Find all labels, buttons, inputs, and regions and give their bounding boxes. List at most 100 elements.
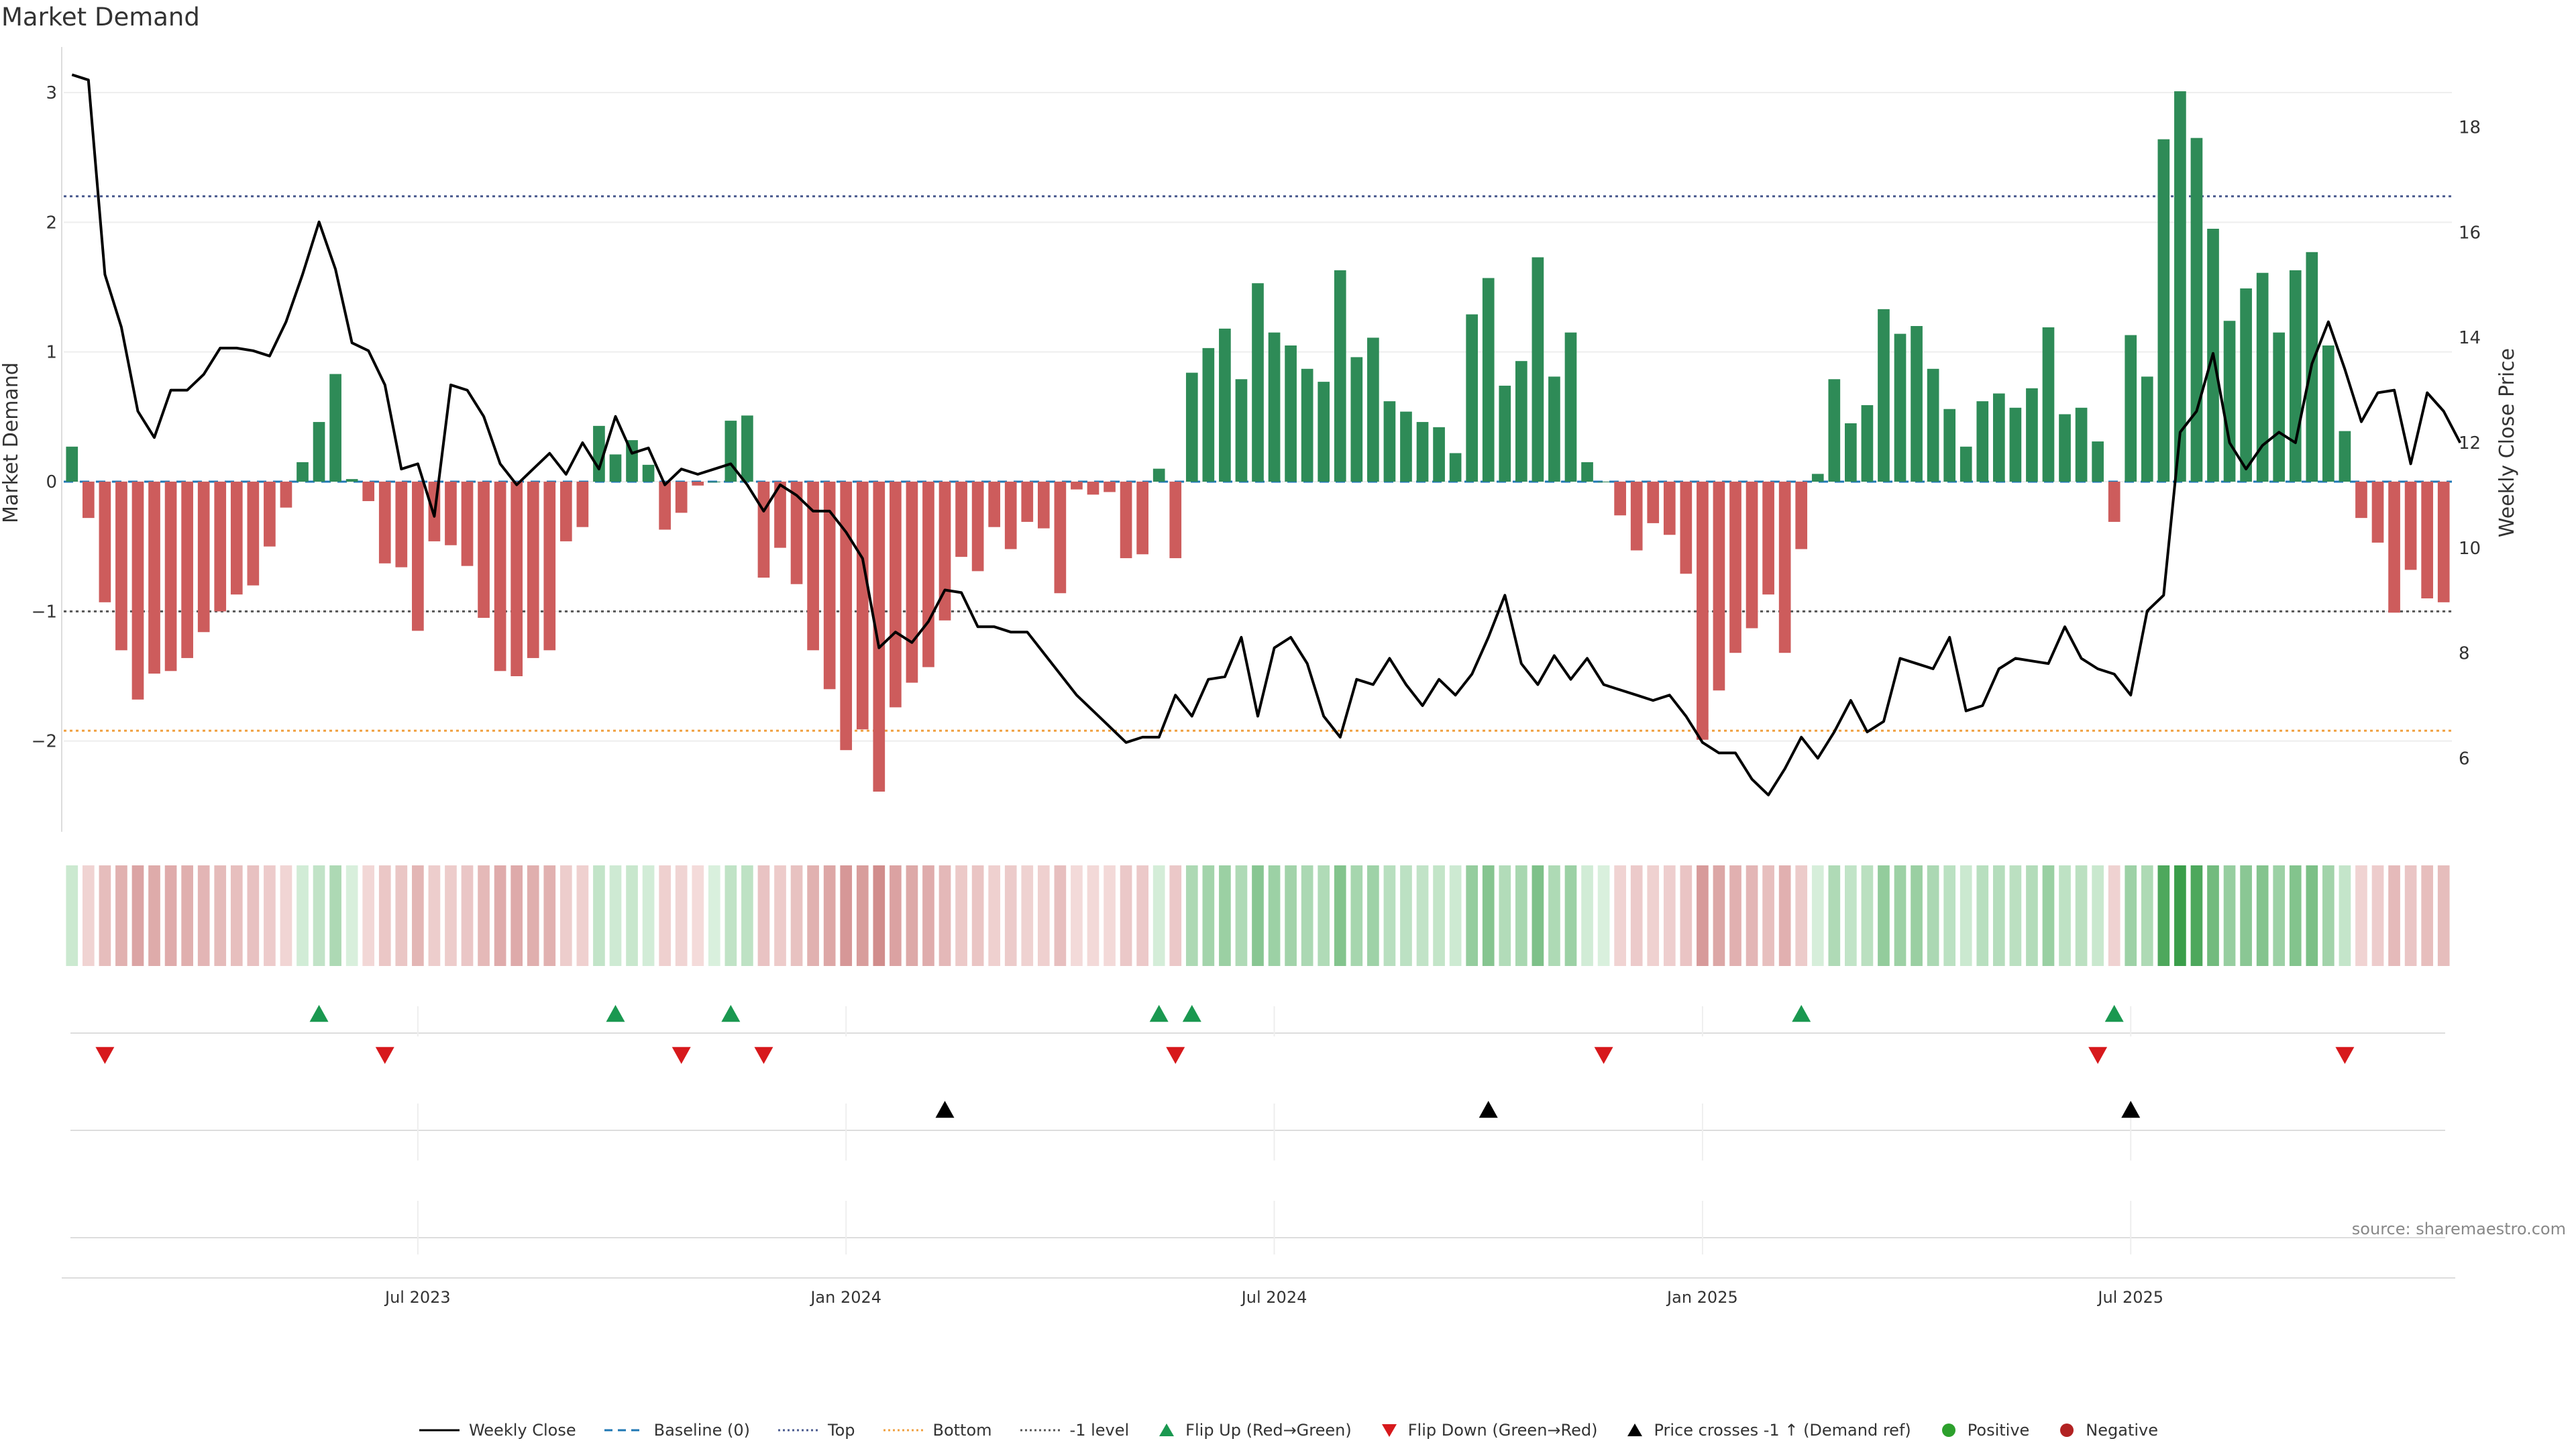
heat-strip-cell xyxy=(445,865,457,966)
heat-strip-cell xyxy=(264,865,276,966)
heat-strip-cell xyxy=(1185,865,1198,966)
demand-bar xyxy=(1185,372,1198,482)
price-cross-marker xyxy=(1479,1101,1498,1118)
demand-bar xyxy=(1301,368,1313,482)
y2-tick-label: 16 xyxy=(2459,223,2481,243)
heat-strip-cell xyxy=(2289,865,2302,966)
heat-strip-cell xyxy=(181,865,193,966)
demand-bar xyxy=(1285,345,1297,482)
demand-bar xyxy=(1235,379,1248,482)
heat-strip-cell xyxy=(2190,865,2203,966)
demand-bar xyxy=(1416,422,1429,482)
heat-strip-cell xyxy=(1564,865,1577,966)
demand-bar xyxy=(890,482,902,708)
legend-item: Bottom xyxy=(882,1421,992,1440)
heat-strip-cell xyxy=(1219,865,1231,966)
heat-strip-cell xyxy=(214,865,227,966)
heat-strip-cell xyxy=(1301,865,1313,966)
heat-strip-cell xyxy=(1136,865,1148,966)
demand-bar xyxy=(724,421,737,482)
heat-strip-cell xyxy=(873,865,885,966)
heat-strip-cell xyxy=(1532,865,1544,966)
heat-strip-cell xyxy=(724,865,737,966)
demand-bar xyxy=(445,482,457,545)
legend-swatch-icon xyxy=(2060,1424,2074,1437)
heat-strip-cell xyxy=(412,865,424,966)
heat-strip-cell xyxy=(1449,865,1462,966)
heat-strip-cell xyxy=(99,865,111,966)
legend-label: Negative xyxy=(2086,1421,2159,1440)
heat-strip-cell xyxy=(938,865,951,966)
demand-bar xyxy=(181,482,193,658)
demand-bar xyxy=(2388,482,2400,613)
demand-bar xyxy=(971,482,984,572)
heat-strip-cell xyxy=(1104,865,1116,966)
heat-strip-cell xyxy=(922,865,934,966)
heat-strip-cell xyxy=(1235,865,1248,966)
demand-bar xyxy=(955,482,967,557)
demand-bar xyxy=(1729,482,1741,653)
demand-bar xyxy=(1762,482,1774,595)
y-tick-label: 0 xyxy=(46,472,57,492)
demand-bar xyxy=(1647,482,1660,523)
demand-bar xyxy=(1367,337,1379,482)
heat-strip-cell xyxy=(1054,865,1067,966)
demand-bar xyxy=(1680,482,1693,574)
y-tick-label: 1 xyxy=(46,343,57,363)
legend-item: Weekly Close xyxy=(418,1421,576,1440)
legend-swatch-icon xyxy=(1381,1424,1397,1437)
demand-bar xyxy=(131,482,144,700)
heat-strip-cell xyxy=(2273,865,2286,966)
demand-bar xyxy=(99,482,111,602)
demand-bar xyxy=(297,462,309,482)
flip-up-marker xyxy=(1792,1005,1811,1022)
heat-strip-cell xyxy=(1927,865,1939,966)
y-tick-label: −1 xyxy=(32,602,57,622)
y2-tick-label: 6 xyxy=(2459,749,2470,769)
heat-strip-cell xyxy=(2075,865,2088,966)
demand-bar xyxy=(1828,379,1841,482)
flip-up-marker xyxy=(309,1005,329,1022)
heat-strip-cell xyxy=(378,865,391,966)
flip-up-marker xyxy=(1182,1005,1201,1022)
heat-strip-cell xyxy=(1713,865,1725,966)
heat-strip-cell xyxy=(1778,865,1791,966)
heat-strip-cell xyxy=(1992,865,2005,966)
demand-bar xyxy=(1087,482,1099,495)
demand-bar xyxy=(1318,382,1330,482)
flip-down-marker xyxy=(754,1046,773,1064)
demand-bar xyxy=(1219,328,1231,482)
heat-strip-cell xyxy=(2223,865,2236,966)
demand-bar xyxy=(1795,482,1808,549)
heat-strip-cell xyxy=(2388,865,2400,966)
demand-bar xyxy=(1071,482,1083,490)
demand-bars xyxy=(66,91,2450,792)
heat-strip-cell xyxy=(1697,865,1709,966)
demand-bar xyxy=(2421,482,2434,598)
demand-bar xyxy=(576,482,589,527)
heat-strip-cell xyxy=(2421,865,2434,966)
heat-strip-cell xyxy=(1581,865,1593,966)
weekly-close-line xyxy=(71,73,2462,797)
demand-bar xyxy=(1021,482,1034,522)
legend-label: Flip Down (Green→Red) xyxy=(1407,1421,1598,1440)
heat-strip-cell xyxy=(1268,865,1281,966)
demand-bar xyxy=(593,425,605,482)
heat-strip-cell xyxy=(1878,865,1890,966)
demand-bar xyxy=(115,482,127,651)
demand-bar xyxy=(313,422,325,482)
heat-strip-cell xyxy=(1433,865,1445,966)
heat-strip-cell xyxy=(988,865,1001,966)
demand-bar xyxy=(1532,257,1544,482)
demand-bar xyxy=(1515,361,1527,482)
demand-bar xyxy=(1466,314,1479,482)
heat-strip-cell xyxy=(1976,865,1989,966)
demand-bar xyxy=(2075,407,2088,482)
heat-strip-cell xyxy=(1630,865,1643,966)
heat-strip-cell xyxy=(823,865,836,966)
heat-strip-cell xyxy=(164,865,177,966)
heat-strip-cell xyxy=(2174,865,2186,966)
demand-bar xyxy=(642,464,655,482)
heat-strip-cell xyxy=(2256,865,2269,966)
